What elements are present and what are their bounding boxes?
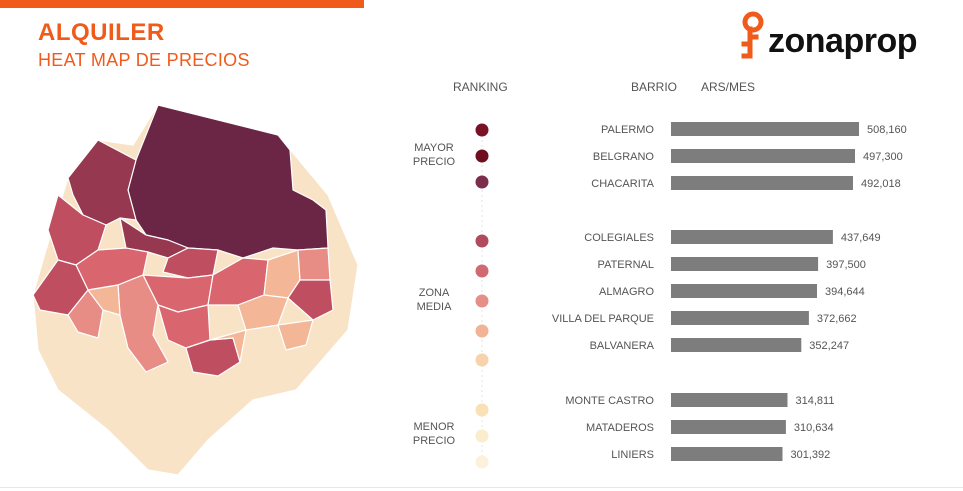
bar bbox=[671, 122, 859, 136]
value-label: 372,662 bbox=[817, 313, 857, 325]
map-zone-16 bbox=[237, 294, 289, 331]
page-subtitle: HEAT MAP DE PRECIOS bbox=[38, 50, 250, 70]
bar bbox=[671, 447, 783, 461]
ranking-dot bbox=[475, 429, 489, 443]
group-label-mayor: MAYOR PRECIO bbox=[412, 142, 456, 168]
ranking-dot bbox=[475, 294, 489, 308]
barrio-header: BARRIO bbox=[631, 80, 678, 94]
category-label: LINIERS bbox=[611, 449, 654, 461]
value-label: 397,500 bbox=[826, 259, 866, 271]
bar bbox=[671, 393, 788, 407]
map-zone-9 bbox=[117, 274, 169, 373]
value-label: 508,160 bbox=[867, 124, 907, 136]
ranking-dot bbox=[475, 324, 489, 338]
bar bbox=[671, 176, 853, 190]
ranking-dot bbox=[475, 353, 489, 367]
bar bbox=[671, 230, 833, 244]
value-label: 437,649 bbox=[841, 232, 881, 244]
location-key-icon bbox=[741, 11, 764, 59]
zonaprop-logo: zonaprop bbox=[740, 8, 960, 68]
map-zone-20 bbox=[87, 284, 121, 316]
value-label: 492,018 bbox=[861, 178, 901, 190]
value-label: 394,644 bbox=[825, 286, 865, 298]
bar bbox=[671, 149, 855, 163]
map-zone-18 bbox=[277, 319, 314, 351]
ranking-dot bbox=[475, 149, 489, 163]
bar bbox=[671, 338, 802, 352]
map-zone-15 bbox=[287, 279, 334, 321]
ranking-dot bbox=[475, 455, 489, 469]
value-header: ARS/MES bbox=[701, 80, 756, 94]
category-label: PATERNAL bbox=[598, 259, 654, 271]
category-label: MONTE CASTRO bbox=[565, 395, 654, 407]
group-label-media: ZONA MEDIA bbox=[416, 287, 452, 313]
bar bbox=[671, 284, 817, 298]
ranking-dot bbox=[475, 234, 489, 248]
choropleth-map bbox=[32, 104, 359, 476]
category-label: BALVANERA bbox=[590, 340, 655, 352]
value-label: 352,247 bbox=[809, 340, 849, 352]
page-title: ALQUILER bbox=[38, 19, 165, 46]
ranking-dot bbox=[475, 123, 489, 137]
ranking-dot bbox=[475, 264, 489, 278]
category-label: VILLA DEL PARQUE bbox=[552, 313, 654, 325]
value-label: 497,300 bbox=[863, 151, 903, 163]
category-label: ALMAGRO bbox=[599, 286, 654, 298]
header-accent-bar bbox=[0, 0, 364, 8]
map-zone-2 bbox=[67, 139, 137, 226]
ranking-dot bbox=[475, 175, 489, 189]
value-label: 310,634 bbox=[794, 422, 834, 434]
map-zone-19 bbox=[67, 289, 104, 339]
value-label: 314,811 bbox=[796, 395, 835, 407]
footer-divider bbox=[0, 487, 963, 488]
ranking-dot bbox=[475, 403, 489, 417]
category-label: COLEGIALES bbox=[584, 232, 654, 244]
group-label-menor: MENOR PRECIO bbox=[412, 421, 456, 447]
value-label: 301,392 bbox=[791, 449, 831, 461]
logo-text: zonaprop bbox=[768, 22, 917, 60]
bar bbox=[671, 420, 786, 434]
bar bbox=[671, 257, 819, 271]
category-label: BELGRANO bbox=[593, 151, 655, 163]
category-label: CHACARITA bbox=[591, 178, 654, 190]
category-label: MATADEROS bbox=[586, 422, 654, 434]
bar bbox=[671, 311, 809, 325]
ranking-header: RANKING bbox=[453, 80, 508, 94]
category-label: PALERMO bbox=[601, 124, 654, 136]
map-zone-17 bbox=[209, 329, 247, 363]
